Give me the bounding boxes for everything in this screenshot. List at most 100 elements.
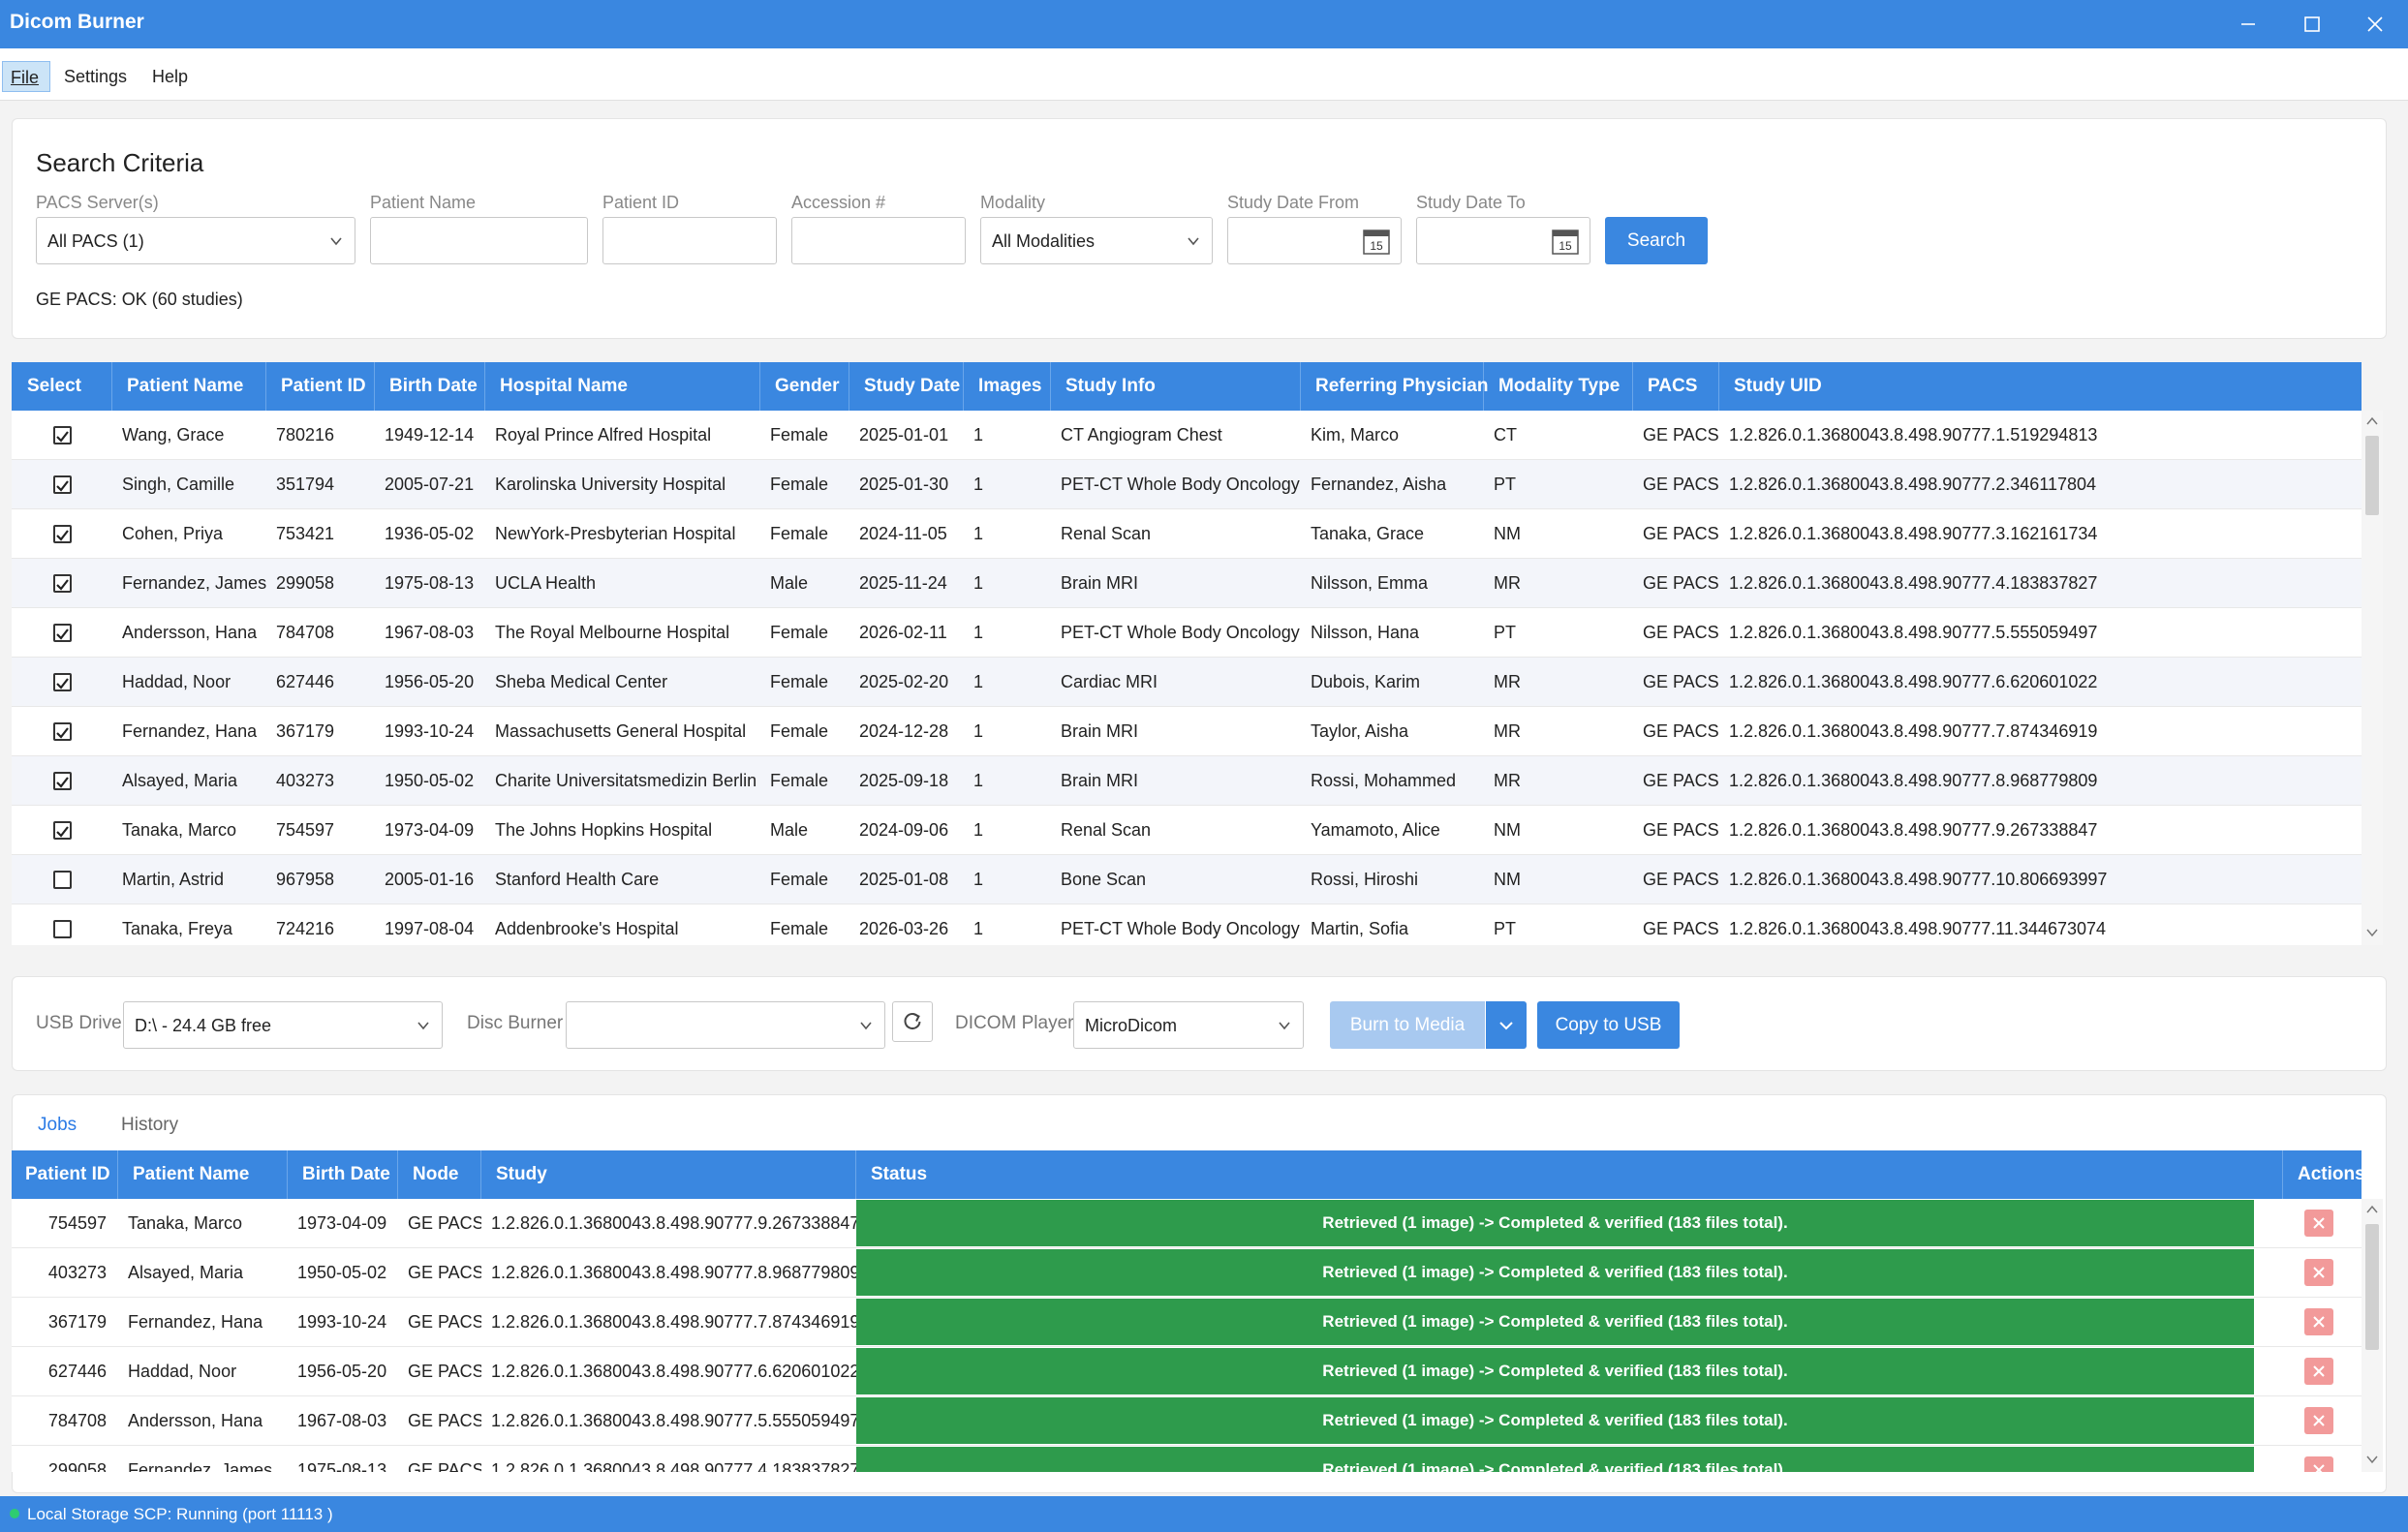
patient-id-input[interactable] [602, 217, 777, 264]
remove-job-button[interactable] [2304, 1407, 2333, 1434]
referring-physician-cell: Martin, Sofia [1311, 919, 1409, 938]
select-checkbox[interactable] [53, 673, 72, 691]
col-birth-date[interactable]: Birth Date [375, 362, 485, 411]
date-from-picker[interactable]: 15 [1227, 217, 1402, 264]
col-job-patient-name[interactable]: Patient Name [118, 1150, 288, 1199]
menu-help[interactable]: Help [152, 67, 189, 86]
scroll-down-icon[interactable] [2366, 1455, 2378, 1464]
studies-scroll-thumb[interactable] [2365, 436, 2379, 515]
select-checkbox[interactable] [53, 624, 72, 642]
jobs-scroll-thumb[interactable] [2365, 1224, 2379, 1350]
burn-to-media-button[interactable]: Burn to Media [1330, 1001, 1485, 1049]
col-patient-id[interactable]: Patient ID [266, 362, 375, 411]
job-patient-id-cell: 754597 [47, 1213, 107, 1233]
pacs-select[interactable]: All PACS (1) [36, 217, 355, 264]
jobs-scrollbar[interactable] [2362, 1199, 2383, 1472]
study-row[interactable]: Martin, Astrid 967958 2005-01-16 Stanford H… [12, 855, 2362, 904]
select-checkbox[interactable] [53, 426, 72, 444]
burn-options-dropdown[interactable] [1486, 1001, 1527, 1049]
remove-job-button[interactable] [2304, 1210, 2333, 1237]
dicom-player-select[interactable]: MicroDicom [1073, 1001, 1304, 1049]
tab-history[interactable]: History [121, 1115, 179, 1135]
select-checkbox[interactable] [53, 722, 72, 741]
study-row[interactable]: Andersson, Hana 784708 1967-08-03 The Royal… [12, 608, 2362, 658]
job-row[interactable]: 403273 Alsayed, Maria 1950-05-02 GE PACS 1.2… [12, 1248, 2362, 1298]
col-images[interactable]: Images [964, 362, 1051, 411]
scroll-down-icon[interactable] [2366, 928, 2378, 937]
col-job-birth-date[interactable]: Birth Date [288, 1150, 398, 1199]
col-pacs[interactable]: PACS [1633, 362, 1719, 411]
job-row[interactable]: 754597 Tanaka, Marco 1973-04-09 GE PACS 1.2.… [12, 1199, 2362, 1248]
study-row[interactable]: Cohen, Priya 753421 1936-05-02 NewYork-Pres… [12, 509, 2362, 559]
studies-scrollbar[interactable] [2362, 411, 2383, 945]
maximize-button[interactable] [2281, 0, 2343, 48]
scroll-up-icon[interactable] [2366, 416, 2378, 426]
col-study-date[interactable]: Study Date [849, 362, 964, 411]
remove-job-button[interactable] [2304, 1456, 2333, 1472]
study-row[interactable]: Fernandez, Hana 367179 1993-10-24 Massachus… [12, 707, 2362, 756]
col-modality-type[interactable]: Modality Type [1484, 362, 1633, 411]
study-info-cell: CT Angiogram Chest [1061, 425, 1222, 444]
col-hospital-name[interactable]: Hospital Name [485, 362, 760, 411]
calendar-day: 15 [1370, 239, 1383, 253]
copy-to-usb-button[interactable]: Copy to USB [1537, 1001, 1680, 1049]
date-to-picker[interactable]: 15 [1416, 217, 1590, 264]
study-row[interactable]: Tanaka, Freya 724216 1997-08-04 Addenbrooke… [12, 904, 2362, 945]
col-select[interactable]: Select [12, 362, 112, 411]
menu-file[interactable]: File [2, 61, 50, 92]
pacs-cell: GE PACS [1643, 623, 1719, 642]
col-job-actions[interactable]: Actions [2298, 1164, 2365, 1184]
remove-job-button[interactable] [2304, 1308, 2333, 1335]
col-job-node[interactable]: Node [398, 1150, 481, 1199]
study-row[interactable]: Haddad, Noor 627446 1956-05-20 Sheba Medica… [12, 658, 2362, 707]
disc-burner-select[interactable] [566, 1001, 885, 1049]
study-uid-cell: 1.2.826.0.1.3680043.8.498.90777.6.620601… [1729, 672, 2098, 691]
study-uid-cell: 1.2.826.0.1.3680043.8.498.90777.11.34467… [1729, 919, 2107, 938]
study-row[interactable]: Fernandez, James 299058 1975-08-13 UCLA Hea… [12, 559, 2362, 608]
select-checkbox[interactable] [53, 525, 72, 543]
minimize-button[interactable] [2217, 0, 2279, 48]
study-row[interactable]: Wang, Grace 780216 1949-12-14 Royal Prince … [12, 411, 2362, 460]
menu-settings[interactable]: Settings [64, 67, 128, 86]
usb-drive-select[interactable]: D:\ - 24.4 GB free [123, 1001, 443, 1049]
modality-select[interactable]: All Modalities [980, 217, 1213, 264]
jobs-grid-header: Patient ID Patient Name Birth Date Node … [12, 1150, 2365, 1199]
col-gender[interactable]: Gender [760, 362, 849, 411]
study-row[interactable]: Singh, Camille 351794 2005-07-21 Karolinska… [12, 460, 2362, 509]
modality-type-cell: PT [1494, 623, 1517, 642]
job-row[interactable]: 299058 Fernandez, James 1975-08-13 GE PACS 1… [12, 1446, 2362, 1472]
calendar-icon[interactable]: 15 [1363, 228, 1390, 255]
select-checkbox[interactable] [53, 821, 72, 840]
col-job-patient-id[interactable]: Patient ID [12, 1150, 118, 1199]
calendar-icon[interactable]: 15 [1552, 228, 1579, 255]
select-checkbox[interactable] [53, 475, 72, 494]
job-row[interactable]: 784708 Andersson, Hana 1967-08-03 GE PACS 1.… [12, 1396, 2362, 1446]
select-checkbox[interactable] [53, 871, 72, 889]
refresh-button[interactable] [892, 1001, 933, 1042]
select-checkbox[interactable] [53, 574, 72, 593]
tab-jobs[interactable]: Jobs [38, 1115, 77, 1135]
col-patient-name[interactable]: Patient Name [112, 362, 266, 411]
patient-name-input[interactable] [370, 217, 588, 264]
col-job-status[interactable]: Status [856, 1150, 2283, 1199]
remove-job-button[interactable] [2304, 1259, 2333, 1286]
study-row[interactable]: Tanaka, Marco 754597 1973-04-09 The Johns H… [12, 806, 2362, 855]
scroll-up-icon[interactable] [2366, 1205, 2378, 1214]
study-info-cell: Brain MRI [1061, 721, 1139, 741]
remove-job-button[interactable] [2304, 1358, 2333, 1385]
images-cell: 1 [973, 721, 984, 741]
gender-cell: Male [770, 573, 809, 593]
job-row[interactable]: 627446 Haddad, Noor 1956-05-20 GE PACS 1.2.8… [12, 1347, 2362, 1396]
search-button[interactable]: Search [1605, 217, 1708, 264]
patient-name-cell: Haddad, Noor [122, 672, 232, 691]
col-referring-physician[interactable]: Referring Physician [1301, 362, 1488, 411]
col-study-uid[interactable]: Study UID [1734, 376, 1822, 396]
accession-input[interactable] [791, 217, 966, 264]
close-window-button[interactable] [2344, 0, 2406, 48]
select-checkbox[interactable] [53, 920, 72, 938]
select-checkbox[interactable] [53, 772, 72, 790]
job-row[interactable]: 367179 Fernandez, Hana 1993-10-24 GE PACS 1.… [12, 1298, 2362, 1347]
col-job-study[interactable]: Study [481, 1150, 856, 1199]
study-row[interactable]: Alsayed, Maria 403273 1950-05-02 Charite Un… [12, 756, 2362, 806]
col-study-info[interactable]: Study Info [1051, 362, 1301, 411]
